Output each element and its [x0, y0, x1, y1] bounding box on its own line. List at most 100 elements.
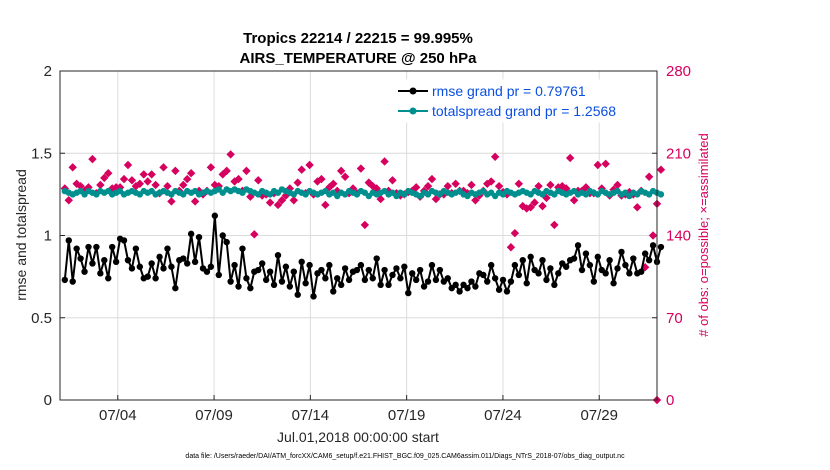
rmse-point: [219, 232, 226, 239]
rmse-point: [420, 283, 428, 290]
rmse-series: [61, 212, 665, 300]
y-axis-label: rmse and totalspread: [13, 169, 29, 301]
rmse-point: [298, 258, 305, 266]
rmse-point: [606, 256, 613, 264]
rmse-point: [164, 245, 171, 252]
obs-point: [159, 163, 168, 172]
rmse-point: [148, 260, 155, 267]
obs-point: [96, 180, 105, 190]
rmse-point: [282, 263, 290, 270]
rmse-point: [515, 271, 523, 279]
obs-point: [360, 220, 370, 230]
obs-point: [305, 160, 314, 170]
rmse-point: [132, 245, 140, 252]
rmse-point: [519, 256, 526, 264]
rmse-point: [259, 260, 266, 267]
obs-point: [510, 228, 520, 238]
x-tick-label: 07/24: [484, 407, 522, 424]
rmse-point: [523, 280, 530, 287]
obs-point: [242, 166, 251, 176]
rmse-point: [499, 276, 507, 284]
rmse-point: [211, 212, 219, 219]
obs-point: [68, 163, 77, 172]
obs-point: [234, 174, 243, 184]
rmse-point: [543, 276, 550, 284]
footer-data-file: data file: /Users/raeder/DAI/ATM_forcXX/…: [185, 453, 625, 460]
rmse-point: [318, 266, 325, 274]
obs-point: [246, 192, 255, 201]
obs-point: [163, 181, 172, 191]
obs-point: [534, 181, 543, 191]
x-axis-ticks: 07/04 07/09 07/14 07/19 07/24 07/29: [99, 395, 618, 424]
rmse-point: [302, 280, 309, 287]
obs-point: [222, 166, 231, 176]
obs-point: [139, 170, 148, 179]
rmse-point: [152, 275, 159, 282]
rmse-point: [547, 265, 554, 272]
rmse-point: [120, 237, 128, 244]
rmse-point: [393, 265, 400, 272]
obs-point: [104, 169, 113, 178]
obs-point: [171, 166, 180, 176]
y2-axis-ticks: 0 70 140 210 280: [652, 63, 691, 409]
obs-point: [565, 153, 575, 163]
x-tick-label: 07/19: [388, 407, 426, 424]
x-tick-label: 07/09: [195, 407, 233, 424]
obs-point: [546, 180, 555, 190]
rmse-point: [227, 278, 234, 285]
rmse-point: [373, 255, 380, 262]
rmse-point: [578, 266, 586, 274]
plot-frame: [59, 70, 658, 401]
obs-point: [518, 201, 527, 211]
obs-point: [250, 230, 259, 239]
obs-point: [329, 179, 338, 188]
legend-box: [391, 79, 651, 123]
x-axis-label: Jul.01,2018 00:00:00 start: [277, 429, 439, 445]
obs-point: [380, 157, 389, 166]
y2-axis-label: # of obs: o=possible; ×=assimilated: [696, 133, 711, 336]
rmse-point: [649, 242, 657, 249]
obs-point: [179, 180, 188, 190]
obs-point: [356, 164, 366, 173]
obs-point: [277, 196, 287, 205]
obs-point: [317, 174, 326, 184]
rmse-point: [645, 256, 653, 264]
rmse-point: [574, 242, 582, 249]
y-tick-label: 1.5: [31, 145, 52, 162]
rmse-point: [409, 270, 416, 277]
rmse-point: [618, 248, 625, 256]
rmse-point: [128, 265, 136, 272]
obs-point: [285, 184, 295, 193]
rmse-point: [290, 268, 297, 275]
rmse-point: [432, 276, 440, 284]
obs-point: [613, 180, 622, 190]
obs-point: [340, 172, 350, 181]
rmse-point: [160, 265, 167, 272]
obs-point: [530, 198, 539, 207]
legend-rmse-marker: [409, 87, 417, 95]
obs-point: [182, 174, 192, 184]
rmse-point: [156, 253, 163, 261]
rmse-point: [416, 266, 424, 274]
obs-point: [388, 176, 397, 185]
rmse-point: [93, 243, 100, 251]
obs-point: [494, 181, 504, 191]
rmse-point: [630, 255, 637, 262]
obs-point: [550, 220, 559, 230]
rmse-point: [326, 261, 333, 269]
rmse-point: [172, 284, 179, 292]
obs-point: [265, 198, 275, 207]
obs-point: [443, 181, 452, 191]
rmse-point: [101, 256, 108, 264]
chart-subtitle: AIRS_TEMPERATURE @ 250 hPa: [240, 50, 478, 67]
rmse-point: [243, 275, 250, 282]
y2-tick-label: 70: [666, 310, 683, 327]
rmse-point: [385, 281, 392, 289]
obs-point: [100, 173, 109, 183]
legend-rmse-label: rmse grand pr = 0.79761: [432, 83, 586, 99]
legend-spread-marker: [409, 107, 417, 115]
rmse-point: [365, 266, 373, 274]
obs-point: [558, 181, 567, 191]
rmse-point: [361, 276, 369, 284]
y2-tick-label: 0: [666, 392, 674, 409]
